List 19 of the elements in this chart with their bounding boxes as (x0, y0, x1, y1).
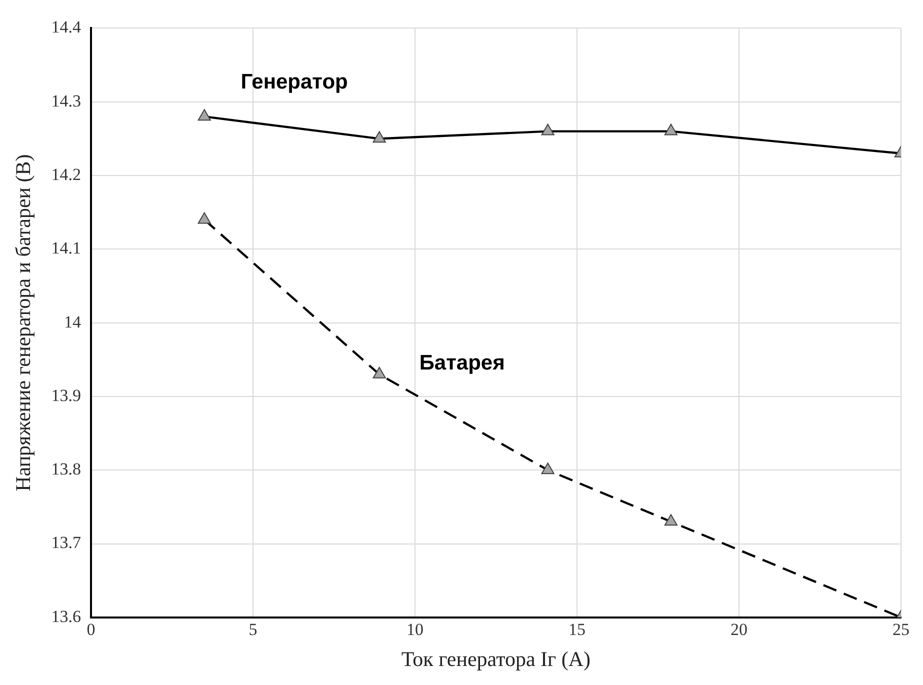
y-tick-label: 13.9 (51, 386, 81, 405)
y-tick-label: 13.6 (51, 606, 81, 626)
y-tick-label: 14.3 (51, 91, 81, 110)
y-tick-label: 14 (64, 312, 82, 332)
x-tick-label: 0 (86, 620, 96, 640)
x-tick-label: 10 (406, 620, 424, 640)
y-tick-label: 13.7 (51, 533, 82, 552)
y-tick-label: 13.8 (51, 460, 81, 479)
x-tick-label: 25 (892, 620, 910, 640)
y-tick-label: 14.4 (51, 18, 82, 37)
series-label: Батарея (419, 351, 505, 374)
y-tick-label: 14.2 (51, 164, 81, 184)
x-tick-label: 15 (568, 620, 586, 640)
series-label: Генератор (240, 70, 348, 94)
x-axis-title: Ток генератора Iг (A) (401, 646, 591, 671)
y-tick-label: 14.1 (51, 238, 81, 258)
x-tick-label: 20 (730, 620, 748, 640)
x-tick-label: 5 (248, 620, 258, 640)
y-axis-title: Напряжение генератора и батареи (В) (11, 154, 36, 492)
